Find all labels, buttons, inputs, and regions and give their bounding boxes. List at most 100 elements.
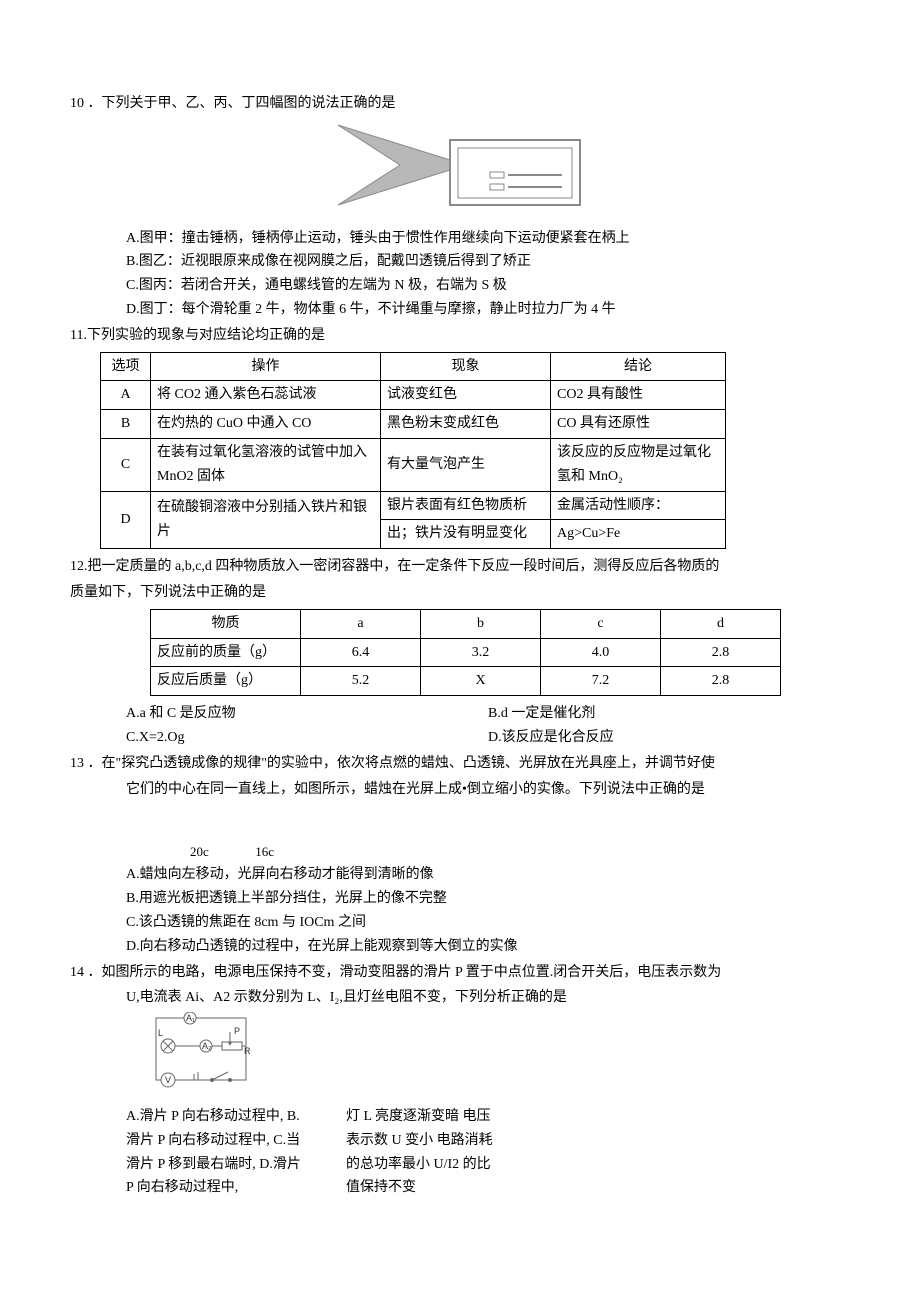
q14-opts: A.滑片 P 向右移动过程中, B. 滑片 P 向右移动过程中, C.当 滑片 … (70, 1105, 850, 1200)
cell: 金属活动性顺序： (551, 491, 726, 520)
q12-stem1: 12.把一定质量的 a,b,c,d 四种物质放入一密闭容器中，在一定条件下反应一… (70, 555, 850, 579)
q14-circuit: A₁ L A₂ P R V (70, 1012, 850, 1101)
cell: d (661, 609, 781, 638)
q12-stem2: 质量如下，下列说法中正确的是 (70, 581, 850, 605)
q10-num: 10 (70, 96, 84, 111)
table-row: 反应后质量（g） 5.2 X 7.2 2.8 (151, 667, 781, 696)
cell: 有大量气泡产生 (381, 438, 551, 491)
resistor-icon (222, 1042, 242, 1050)
cell-text: 该反应的反应物是过氧化 (557, 445, 711, 460)
q13-stem: 13 ．在"探究凸透镜成像的规律"的实验中，依次将点燃的蜡烛、凸透镜、光屏放在光… (70, 752, 850, 776)
q14-stem1: ．如图所示的电路，电源电压保持不变，滑动变阻器的滑片 P 置于中点位置.闭合开关… (88, 965, 722, 980)
cell: CO 具有还原性 (551, 410, 726, 439)
cell: 黑色粉末变成红色 (381, 410, 551, 439)
cell-text: 氢和 MnO₂ (557, 469, 623, 484)
q12-optB: B.d 一定是催化剂 (488, 702, 850, 726)
cell: b (421, 609, 541, 638)
q10-stem-text: ．下列关于甲、乙、丙、丁四幅图的说法正确的是 (88, 96, 396, 111)
q13-stem1: ．在"探究凸透镜成像的规律"的实验中，依次将点燃的蜡烛、凸透镜、光屏放在光具座上… (88, 756, 715, 771)
cell: X (421, 667, 541, 696)
cell: a (301, 609, 421, 638)
th-opt: 选项 (101, 352, 151, 381)
q13-num: 13 (70, 756, 84, 771)
q10-figure (70, 120, 850, 219)
label-l: L (158, 1028, 163, 1038)
q13-optD: D.向右移动凸透镜的过程中，在光屏上能观察到等大倒立的实像 (70, 935, 850, 959)
cell: 银片表面有红色物质析 (381, 491, 551, 520)
th-ph: 现象 (381, 352, 551, 381)
cell: 在灼热的 CuO 中通入 CO (151, 410, 381, 439)
cell-text: 在装有过氧化氢溶液的试管中加入 (157, 445, 367, 460)
ruler-right: 16c (255, 844, 274, 859)
table-row: A 将 CO2 通入紫色石蕊试液 试液变红色 CO2 具有酸性 (101, 381, 726, 410)
th-op: 操作 (151, 352, 381, 381)
q13-optB: B.用遮光板把透镜上半部分挡住，光屏上的像不完整 (70, 887, 850, 911)
q10-optB: B.图乙：近视眼原来成像在视网膜之后，配戴凹透镜后得到了矫正 (70, 250, 850, 274)
q11-table: 选项 操作 现象 结论 A 将 CO2 通入紫色石蕊试液 试液变红色 CO2 具… (100, 352, 726, 550)
q14-right-0: 灯 L 亮度逐渐变暗 电压 (346, 1105, 546, 1129)
label-a2: A₂ (202, 1041, 212, 1051)
q10-optC: C.图丙：若闭合开关，通电螺线管的左端为 N 极，右端为 S 极 (70, 274, 850, 298)
table-row: 物质 a b c d (151, 609, 781, 638)
q14-left-3: P 向右移动过程中, (126, 1176, 346, 1200)
q12-table: 物质 a b c d 反应前的质量（g） 6.4 3.2 4.0 2.8 反应后… (150, 609, 781, 696)
cell: 6.4 (301, 638, 421, 667)
cell: 2.8 (661, 667, 781, 696)
q13-optA: A.蜡烛向左移动，光屏向右移动才能得到清晰的像 (70, 863, 850, 887)
q14-left-0: A.滑片 P 向右移动过程中, B. (126, 1105, 346, 1129)
table-row: D 在硫酸铜溶液中分别插入铁片和银片 银片表面有红色物质析 金属活动性顺序： (101, 491, 726, 520)
spacer (70, 801, 850, 841)
label-v: V (165, 1075, 171, 1085)
q14-right-1: 表示数 U 变小 电路消耗 (346, 1129, 546, 1153)
table-row: B 在灼热的 CuO 中通入 CO 黑色粉末变成红色 CO 具有还原性 (101, 410, 726, 439)
q12-optC: C.X=2.Og (70, 726, 488, 750)
switch-icon (212, 1072, 228, 1080)
cell: 5.2 (301, 667, 421, 696)
cell: 将 CO2 通入紫色石蕊试液 (151, 381, 381, 410)
cell: 反应后质量（g） (151, 667, 301, 696)
q10-optD: D.图丁：每个滑轮重 2 牛，物体重 6 牛，不计绳重与摩擦，静止时拉力厂为 4… (70, 298, 850, 322)
cell: CO2 具有酸性 (551, 381, 726, 410)
cell: 在硫酸铜溶液中分别插入铁片和银片 (151, 491, 381, 549)
cell: B (101, 410, 151, 439)
table-row: 选项 操作 现象 结论 (101, 352, 726, 381)
cell: A (101, 381, 151, 410)
q12-optD: D.该反应是化合反应 (488, 726, 850, 750)
cell: D (101, 491, 151, 549)
q14-right-2: 的总功率最小 U/I2 的比 (346, 1153, 546, 1177)
cell: 物质 (151, 609, 301, 638)
ruler-left: 20c (190, 844, 209, 859)
q14-left-2: 滑片 P 移到最右端时, D.滑片 (126, 1153, 346, 1177)
label-p: P (234, 1026, 240, 1036)
cell: 在装有过氧化氢溶液的试管中加入 MnO2 固体 (151, 438, 381, 491)
q14-left-1: 滑片 P 向右移动过程中, C.当 (126, 1129, 346, 1153)
q14-stem2: U,电流表 Ai、A2 示数分别为 L、I₂,且灯丝电阻不变，下列分析正确的是 (70, 986, 850, 1010)
q14-num: 14 (70, 965, 84, 980)
cell: 4.0 (541, 638, 661, 667)
cell-text: MnO2 固体 (157, 469, 225, 484)
cell: c (541, 609, 661, 638)
q10-stem: 10 ．下列关于甲、乙、丙、丁四幅图的说法正确的是 (70, 92, 850, 116)
q13-figure-labels: 20c 16c (70, 841, 850, 863)
cell: 3.2 (421, 638, 541, 667)
fig-bg (330, 120, 590, 210)
cell: 该反应的反应物是过氧化 氢和 MnO₂ (551, 438, 726, 491)
cell: 试液变红色 (381, 381, 551, 410)
cell: 2.8 (661, 638, 781, 667)
cell: C (101, 438, 151, 491)
table-row: 反应前的质量（g） 6.4 3.2 4.0 2.8 (151, 638, 781, 667)
cell: Ag>Cu>Fe (551, 520, 726, 549)
q12-opts-row2: C.X=2.Og D.该反应是化合反应 (70, 726, 850, 750)
cell: 出；铁片没有明显变化 (381, 520, 551, 549)
q12-opts-row1: A.a 和 C 是反应物 B.d 一定是催化剂 (70, 702, 850, 726)
label-a1: A₁ (186, 1013, 195, 1023)
q14-stem: 14 ．如图所示的电路，电源电压保持不变，滑动变阻器的滑片 P 置于中点位置.闭… (70, 961, 850, 985)
q11-stem: 11.下列实验的现象与对应结论均正确的是 (70, 324, 850, 348)
th-cl: 结论 (551, 352, 726, 381)
label-r: R (244, 1046, 251, 1056)
cell: 7.2 (541, 667, 661, 696)
q13-optC: C.该凸透镜的焦距在 8cm 与 IOCm 之间 (70, 911, 850, 935)
q13-stem2: 它们的中心在同一直线上，如图所示，蜡烛在光屏上成•倒立缩小的实像。下列说法中正确… (70, 778, 850, 802)
q14-right-3: 值保持不变 (346, 1176, 546, 1200)
cell: 反应前的质量（g） (151, 638, 301, 667)
